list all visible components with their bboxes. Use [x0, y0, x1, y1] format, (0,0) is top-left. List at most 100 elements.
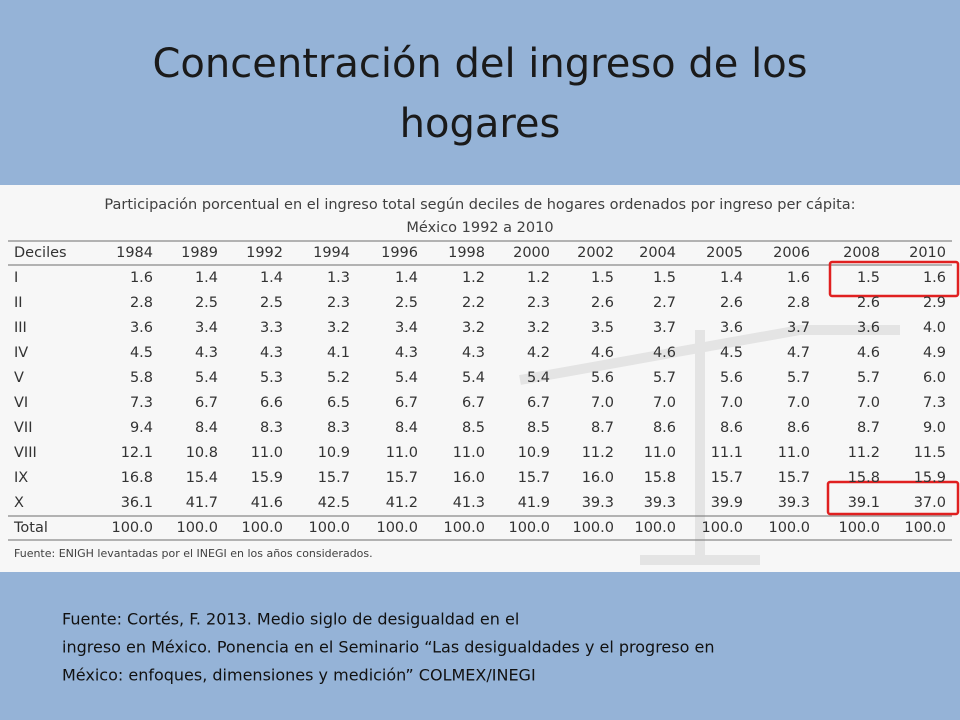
table-cell: 2.6 [720, 295, 743, 311]
table-cell: 36.1 [121, 495, 153, 511]
table-cell: 1.4 [395, 270, 418, 286]
table-cell: 8.6 [720, 420, 743, 436]
table-cell: 11.0 [453, 445, 485, 461]
table-cell: 100.0 [241, 520, 283, 536]
table-cell: 11.5 [914, 445, 946, 461]
table-cell: 2.6 [857, 295, 880, 311]
table-cell: 15.7 [318, 470, 350, 486]
table-cell: 3.6 [720, 320, 743, 336]
table-cell: 100.0 [508, 520, 550, 536]
table-cell: 5.3 [260, 370, 283, 386]
title-line: Concentración del ingreso de los [152, 41, 807, 87]
table-cell: 2.3 [527, 295, 550, 311]
header-cell: 1998 [448, 245, 485, 261]
table-cell: 1.5 [591, 270, 614, 286]
table-cell: 7.0 [720, 395, 743, 411]
table-cell: 16.0 [582, 470, 614, 486]
table-cell: 5.4 [527, 370, 550, 386]
table-cell: 7.0 [787, 395, 810, 411]
table-cell: 9.0 [923, 420, 946, 436]
header-cell: 2010 [909, 245, 946, 261]
table-cell: 10.9 [318, 445, 350, 461]
table-cell: 4.9 [923, 345, 946, 361]
table-cell: 15.7 [518, 470, 550, 486]
source-line: ingreso en México. Ponencia en el Semina… [62, 638, 714, 657]
table-cell: 11.2 [848, 445, 880, 461]
table-cell: 4.3 [462, 345, 485, 361]
table-cell: 8.5 [462, 420, 485, 436]
table-cell: 39.1 [848, 495, 880, 511]
table-cell: 2.6 [591, 295, 614, 311]
table-cell: 5.7 [857, 370, 880, 386]
table-cell: 6.7 [395, 395, 418, 411]
table-cell: 4.5 [720, 345, 743, 361]
header-cell: 1984 [116, 245, 153, 261]
table-cell: 8.4 [395, 420, 418, 436]
table-cell: 2.8 [787, 295, 810, 311]
table-cell: 3.2 [462, 320, 485, 336]
table-cell: 4.3 [395, 345, 418, 361]
title-line: hogares [400, 101, 561, 147]
table-cell: 1.2 [462, 270, 485, 286]
table-footnote: Fuente: ENIGH levantadas por el INEGI en… [14, 547, 373, 560]
table-cell: 6.7 [462, 395, 485, 411]
table-cell: 5.2 [327, 370, 350, 386]
table-cell: 8.6 [653, 420, 676, 436]
table-cell: 16.0 [453, 470, 485, 486]
table-cell: 4.6 [857, 345, 880, 361]
table-cell: 2.5 [395, 295, 418, 311]
table-cell: 7.0 [591, 395, 614, 411]
table-cell: 1.6 [787, 270, 810, 286]
table-cell: 11.0 [251, 445, 283, 461]
header-cell: 2005 [706, 245, 743, 261]
header-cell: 2000 [513, 245, 550, 261]
table-cell: 5.7 [787, 370, 810, 386]
table-cell: 15.9 [914, 470, 946, 486]
table-cell: 2.8 [130, 295, 153, 311]
table-cell: 15.7 [386, 470, 418, 486]
table-cell: 15.7 [711, 470, 743, 486]
table-image [0, 185, 960, 572]
header-cell: 2006 [773, 245, 810, 261]
table-cell: 2.9 [923, 295, 946, 311]
table-cell: 3.7 [653, 320, 676, 336]
table-cell: 42.5 [318, 495, 350, 511]
table-cell: 41.3 [453, 495, 485, 511]
table-cell: 1.6 [923, 270, 946, 286]
table-cell: 39.3 [778, 495, 810, 511]
table-cell: 3.5 [591, 320, 614, 336]
table-cell: 11.1 [711, 445, 743, 461]
table-cell: 41.7 [186, 495, 218, 511]
table-cell: 1.6 [130, 270, 153, 286]
table-cell: VIII [14, 445, 37, 461]
table-cell: 6.6 [260, 395, 283, 411]
table-cell: 2.5 [260, 295, 283, 311]
table-cell: 4.2 [527, 345, 550, 361]
table-cell: 7.3 [923, 395, 946, 411]
table-cell: 3.2 [327, 320, 350, 336]
table-cell: 11.0 [644, 445, 676, 461]
table-cell: 8.7 [591, 420, 614, 436]
table-cell: IV [14, 345, 28, 361]
table-cell: 15.8 [848, 470, 880, 486]
table-cell: 100.0 [376, 520, 418, 536]
highlight-box [826, 480, 960, 516]
table-cell: 5.8 [130, 370, 153, 386]
table-cell: 1.4 [720, 270, 743, 286]
table-cell: 8.6 [787, 420, 810, 436]
table-cell: 10.8 [186, 445, 218, 461]
table-cell: 100.0 [308, 520, 350, 536]
header-cell: 2002 [577, 245, 614, 261]
table-caption: México 1992 a 2010 [406, 220, 553, 236]
table-cell: 100.0 [572, 520, 614, 536]
table-cell: 15.4 [186, 470, 218, 486]
table-cell: VI [14, 395, 28, 411]
table-cell: 4.1 [327, 345, 350, 361]
table-cell: 6.7 [195, 395, 218, 411]
table-cell: 41.2 [386, 495, 418, 511]
table-cell: 39.3 [582, 495, 614, 511]
header-cell: 1989 [181, 245, 218, 261]
table-cell: 2.3 [327, 295, 350, 311]
table-cell: 11.2 [582, 445, 614, 461]
